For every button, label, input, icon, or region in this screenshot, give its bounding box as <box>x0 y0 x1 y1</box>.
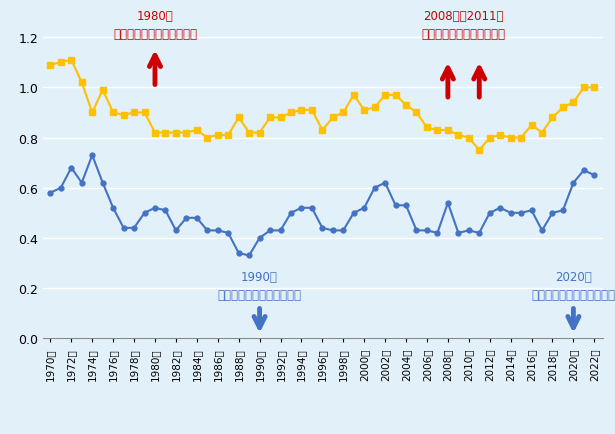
ブラジル/世界 <box>47 191 54 196</box>
中南米/世界 <box>371 105 378 111</box>
ブラジル/世界 <box>381 181 389 186</box>
Text: 1990年: 1990年 <box>241 270 278 283</box>
中南米/世界 <box>402 103 410 108</box>
Legend: 中南米/世界, ブラジル/世界: 中南米/世界, ブラジル/世界 <box>219 432 427 434</box>
ブラジル/世界 <box>590 173 598 178</box>
Text: コモディティー価格ピーク: コモディティー価格ピーク <box>421 28 506 40</box>
中南米/世界 <box>486 135 493 141</box>
Text: 1980年: 1980年 <box>137 10 173 23</box>
中南米/世界 <box>475 148 483 153</box>
中南米/世界 <box>590 85 598 91</box>
Text: コモディティー価格ピーク: コモディティー価格ピーク <box>113 28 197 40</box>
ブラジル/世界 <box>413 228 420 233</box>
中南米/世界 <box>47 63 54 68</box>
ブラジル/世界 <box>423 228 430 233</box>
中南米/世界 <box>68 58 75 63</box>
中南米/世界 <box>204 135 211 141</box>
ブラジル/世界 <box>392 203 399 208</box>
Text: 2008年、2011年: 2008年、2011年 <box>423 10 504 23</box>
中南米/世界 <box>381 93 389 98</box>
Text: 2020年: 2020年 <box>555 270 592 283</box>
中南米/世界 <box>413 111 420 116</box>
ブラジル/世界 <box>204 228 211 233</box>
Text: コモディティー価格ボトム: コモディティー価格ボトム <box>218 288 301 301</box>
ブラジル/世界 <box>486 211 493 216</box>
Text: コモディティー価格ボトム: コモディティー価格ボトム <box>531 288 615 301</box>
ブラジル/世界 <box>89 153 96 158</box>
ブラジル/世界 <box>245 253 253 259</box>
Line: 中南米/世界: 中南米/世界 <box>47 58 597 154</box>
Line: ブラジル/世界: ブラジル/世界 <box>48 153 597 258</box>
